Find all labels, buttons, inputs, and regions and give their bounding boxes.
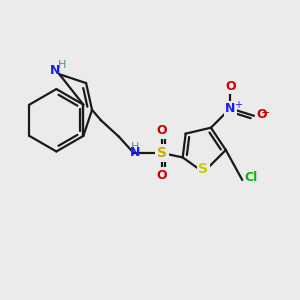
- Text: O: O: [157, 169, 167, 182]
- Text: N: N: [225, 102, 236, 115]
- Text: O: O: [256, 108, 267, 121]
- Text: O: O: [157, 124, 167, 137]
- Text: N: N: [50, 64, 60, 77]
- Text: O: O: [225, 80, 236, 93]
- Text: −: −: [261, 108, 270, 118]
- Text: H: H: [131, 142, 139, 152]
- Text: +: +: [234, 100, 242, 110]
- Text: S: S: [199, 162, 208, 176]
- Text: N: N: [130, 146, 140, 160]
- Text: Cl: Cl: [244, 171, 258, 184]
- Text: H: H: [58, 60, 67, 70]
- Text: S: S: [157, 146, 167, 160]
